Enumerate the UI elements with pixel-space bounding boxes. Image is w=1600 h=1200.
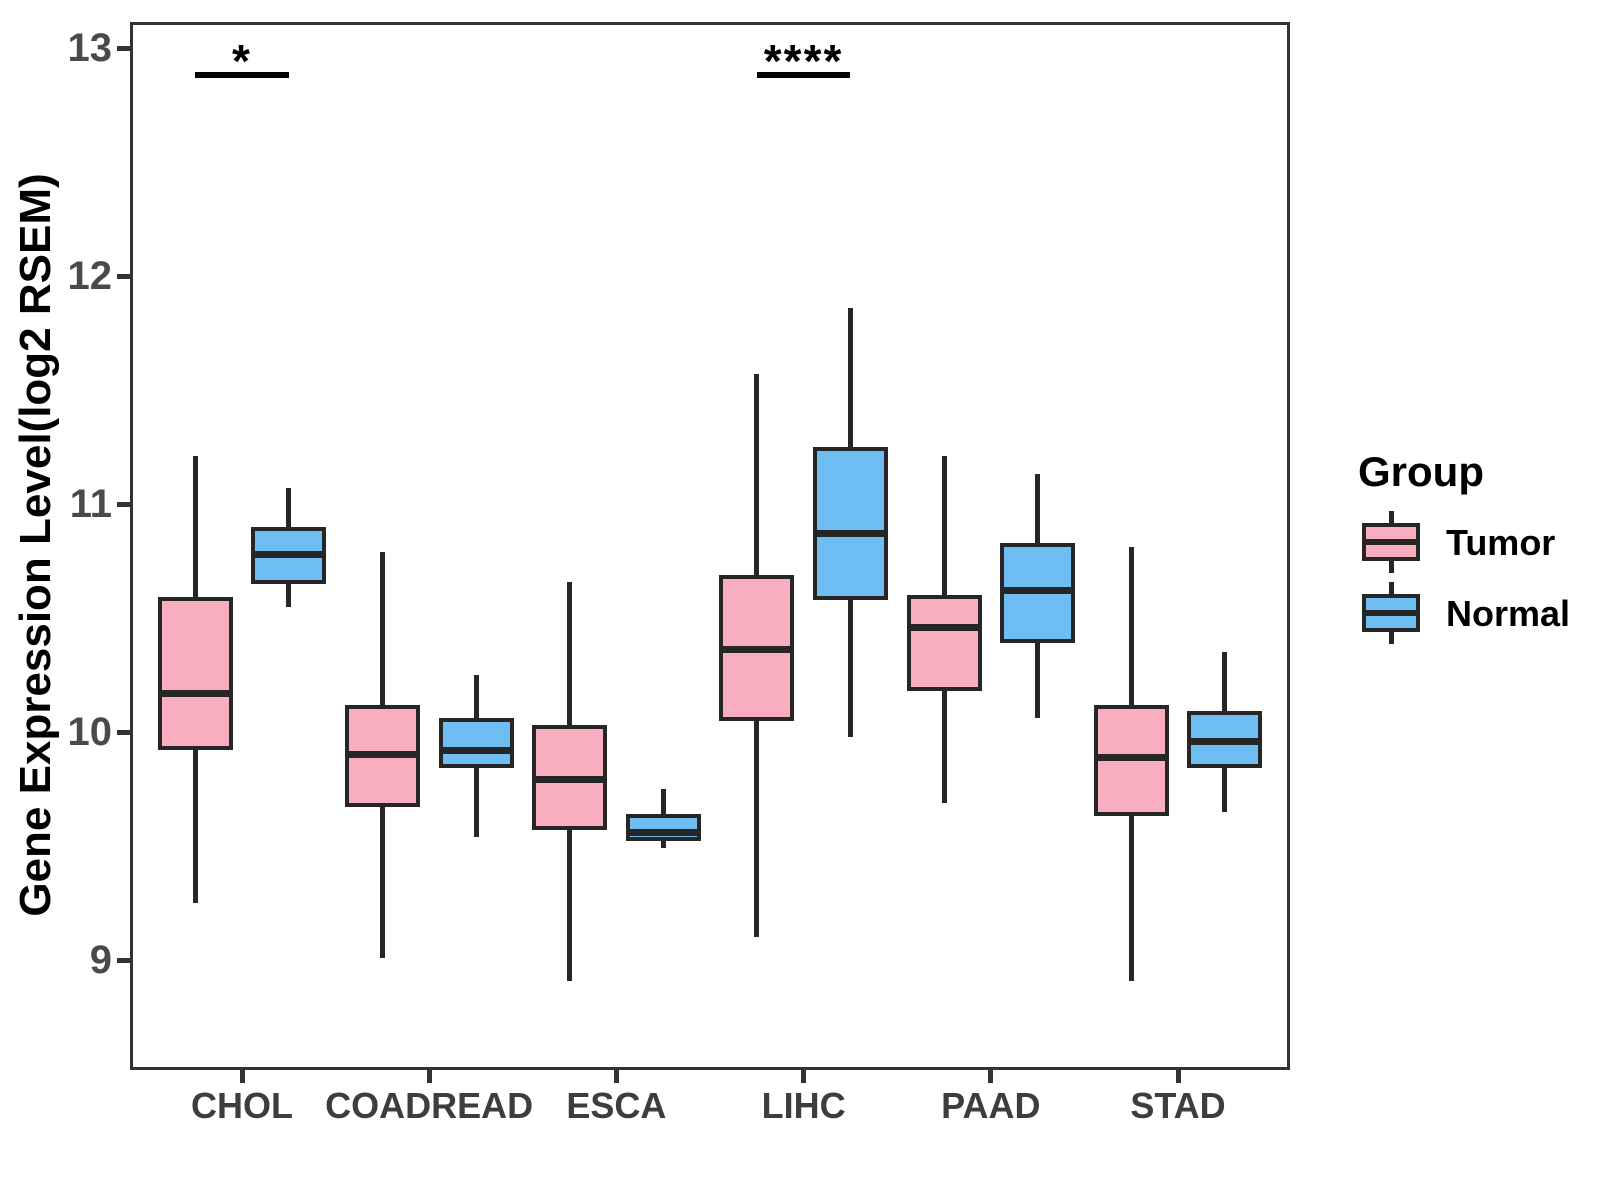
x-tick-mark — [1175, 1070, 1181, 1083]
x-tick-mark — [988, 1070, 994, 1083]
y-tick-mark — [117, 501, 130, 507]
median-COADREAD-Normal — [438, 746, 514, 754]
y-tick-mark — [117, 45, 130, 51]
x-category-label: ESCA — [566, 1085, 667, 1126]
significance-stars-LIHC: **** — [763, 35, 844, 87]
legend-label-normal: Normal — [1446, 593, 1571, 634]
y-tick-label: 9 — [89, 938, 112, 982]
y-tick-label: 11 — [69, 482, 112, 526]
y-tick-mark — [117, 729, 130, 735]
legend-title: Group — [1358, 448, 1484, 495]
median-PAAD-Normal — [1000, 587, 1076, 595]
x-category-label: LIHC — [761, 1085, 846, 1126]
x-tick-mark — [801, 1070, 807, 1083]
legend-key-normal — [1362, 582, 1420, 644]
median-CHOL-Normal — [251, 550, 327, 558]
median-LIHC-Normal — [812, 530, 888, 538]
y-tick-label: 13 — [67, 26, 113, 70]
x-category-label: CHOL — [191, 1085, 293, 1126]
legend-label-tumor: Tumor — [1446, 522, 1556, 563]
y-tick-mark — [117, 273, 130, 279]
median-PAAD-Tumor — [906, 623, 982, 631]
median-ESCA-Tumor — [532, 776, 608, 784]
significance-line-CHOL — [195, 72, 289, 78]
x-category-label: COADREAD — [325, 1085, 534, 1126]
legend-key-median — [1362, 610, 1420, 616]
x-category-label: STAD — [1130, 1085, 1226, 1126]
median-COADREAD-Tumor — [344, 751, 420, 759]
y-tick-mark — [117, 957, 130, 963]
box-ESCA-Normal — [625, 814, 701, 842]
y-tick-label: 12 — [67, 254, 113, 298]
box-COADREAD-Normal — [438, 718, 514, 769]
median-LIHC-Tumor — [719, 646, 795, 654]
median-ESCA-Normal — [625, 828, 701, 836]
y-tick-label: 10 — [67, 710, 113, 754]
x-tick-mark — [613, 1070, 619, 1083]
legend-key-tumor — [1362, 511, 1420, 573]
legend-key-median — [1362, 539, 1420, 545]
x-tick-mark — [426, 1070, 432, 1083]
significance-line-LIHC — [756, 72, 851, 78]
box-CHOL-Tumor — [157, 597, 233, 751]
x-category-label: PAAD — [941, 1085, 1041, 1126]
box-PAAD-Tumor — [906, 595, 982, 691]
plot-panel — [130, 22, 1290, 1070]
box-LIHC-Normal — [812, 447, 888, 600]
median-STAD-Normal — [1187, 737, 1263, 745]
median-STAD-Tumor — [1093, 753, 1169, 761]
x-tick-mark — [239, 1070, 245, 1083]
significance-stars-CHOL: * — [232, 35, 252, 87]
median-CHOL-Tumor — [157, 689, 233, 697]
